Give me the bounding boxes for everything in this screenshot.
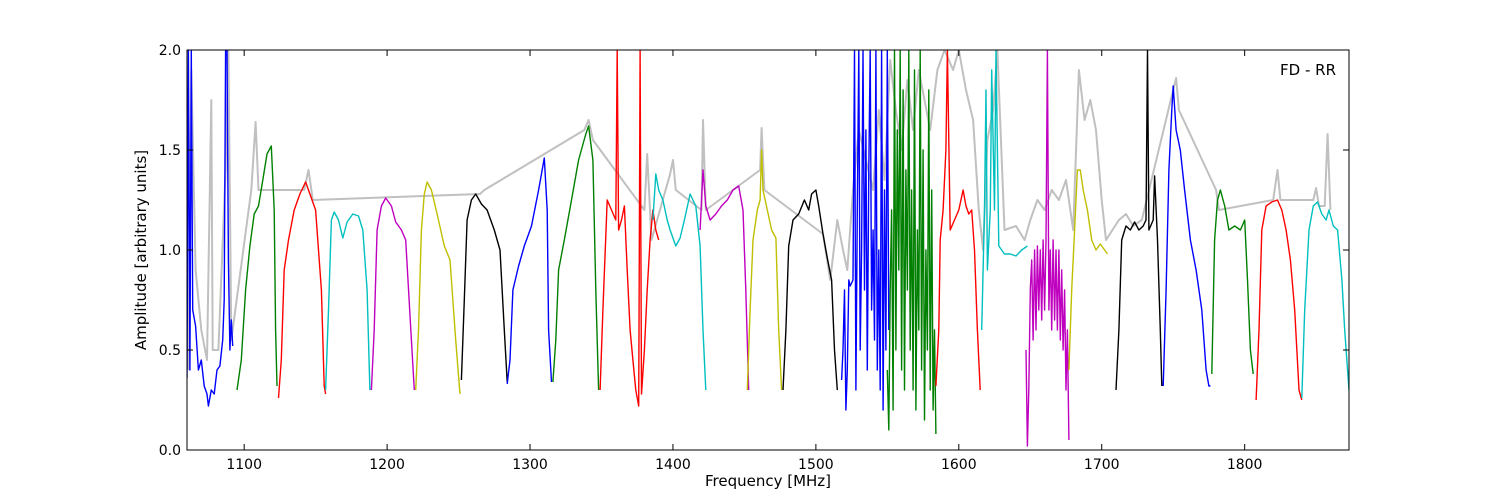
series-line-14 [782, 189, 838, 391]
y-tick-label: 1.0 [159, 243, 181, 259]
series-line-21 [1115, 50, 1163, 391]
series-line-20 [1068, 169, 1109, 371]
series-line-9 [552, 125, 600, 391]
series-line-3 [277, 181, 327, 399]
series-line-24 [1255, 199, 1303, 401]
x-tick-label: 1700 [1084, 457, 1120, 473]
y-tick-label: 2.0 [159, 43, 181, 59]
series-line-17 [935, 50, 981, 391]
series-line-23 [1211, 189, 1254, 375]
y-tick-label: 0.5 [159, 343, 181, 359]
x-axis-label: Frequency [MHz] [705, 472, 831, 490]
series-line-6 [415, 181, 461, 395]
plot-background [187, 50, 1349, 450]
x-tick-label: 1600 [941, 457, 977, 473]
background-trace-layer [187, 50, 1332, 371]
series-line-18 [981, 50, 1028, 331]
series-line-5 [370, 197, 415, 391]
series-line-11 [652, 173, 707, 391]
series-layer [187, 50, 1349, 447]
series-line-15 [840, 50, 890, 411]
y-tick-label: 1.5 [159, 143, 181, 159]
y-tick-label: 0.0 [159, 443, 181, 459]
x-tick-label: 1800 [1227, 457, 1263, 473]
background-trace [187, 50, 1332, 371]
x-tick-label: 1300 [512, 457, 548, 473]
series-line-4 [324, 211, 371, 391]
series-line-19 [1025, 50, 1070, 447]
y-axis-ticks: 0.0 0.5 1.0 1.5 2.0 [159, 43, 1349, 459]
series-line-16 [886, 50, 937, 435]
x-tick-label: 1100 [226, 457, 262, 473]
x-tick-label: 1200 [369, 457, 405, 473]
series-line-1 [187, 50, 234, 407]
series-line-12 [699, 169, 750, 391]
x-tick-label: 1500 [798, 457, 834, 473]
x-axis-ticks: 1100 1200 1300 1400 1500 1600 1700 1800 [226, 50, 1262, 473]
series-line-10 [599, 50, 660, 407]
series-line-25 [1301, 201, 1349, 399]
chart-annotation: FD - RR [1280, 61, 1336, 79]
series-line-2 [236, 145, 278, 391]
series-line-7 [460, 193, 508, 383]
series-line-13 [746, 149, 783, 391]
series-line-22 [1162, 85, 1211, 387]
x-tick-label: 1400 [655, 457, 691, 473]
series-line-8 [506, 157, 553, 385]
y-axis-label: Amplitude [arbitrary units] [132, 150, 150, 350]
